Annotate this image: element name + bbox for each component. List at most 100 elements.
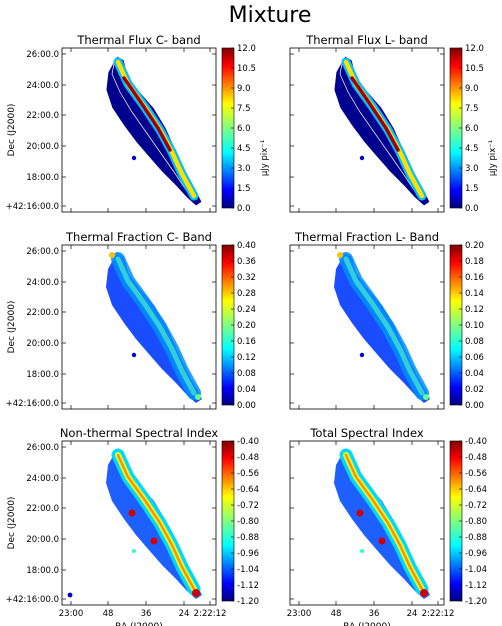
colorbar-tick-label: 0.16 (465, 273, 484, 283)
colorbar-tick-label: 10.5 (237, 64, 256, 74)
colorbar-tick-label: -0.88 (237, 533, 259, 543)
panel-title: Total Spectral Index (309, 426, 423, 440)
panel-title: Thermal Fraction C- Band (65, 230, 212, 244)
colorbar-tick-label: 0.28 (237, 289, 256, 299)
colorbar-tick-label: 9.0 (237, 84, 251, 94)
hii-region (420, 589, 428, 597)
colorbar-tick-label: 0.12 (465, 305, 484, 315)
companion-source (132, 549, 136, 553)
colorbar-tick-label: -1.04 (237, 565, 259, 575)
colorbar-tick-label: 1.5 (237, 184, 251, 194)
colorbar-tick-label: -0.80 (465, 517, 487, 527)
colorbar-tick-label: 0.36 (237, 257, 256, 267)
ra-tick-label: 24 (179, 609, 190, 619)
ra-tick-label: 2:22:12 (422, 609, 455, 619)
colorbar-tick-label: 0.06 (465, 353, 484, 363)
colorbar-tick-label: -0.48 (237, 453, 259, 463)
dec-tick-label: +42:16:00.0 (6, 399, 59, 409)
colorbar-tick-label: 7.5 (237, 104, 251, 114)
colorbar-tick-label: -1.20 (237, 597, 259, 607)
colorbar-tick-label: 0.00 (237, 401, 256, 411)
colorbar-label: μJy pix⁻¹ (260, 140, 270, 176)
colorbar-tick-label: 12.0 (237, 44, 256, 54)
colorbar-tick-label: 4.5 (237, 144, 251, 154)
galaxy-ridge-bright (343, 256, 425, 396)
ra-tick-label: 2:22:12 (194, 609, 227, 619)
colorbar-tick-label: 10.5 (465, 64, 484, 74)
colorbar-tick-label: 0.0 (237, 204, 251, 214)
tip-source (423, 394, 429, 400)
ra-axis-label: RA (J2000) (343, 622, 391, 626)
galaxy-map (334, 252, 430, 403)
dec-tick-label: 26:00.0 (26, 50, 59, 60)
figure-title: Mixture (229, 3, 312, 28)
hii-region (150, 537, 158, 545)
colorbar-tick-label: 0.14 (465, 289, 484, 299)
colorbar-tick-label: 0.00 (465, 401, 484, 411)
colorbar-tick-label: 3.0 (237, 164, 251, 174)
dec-tick-label: 18:00.0 (26, 370, 59, 380)
colorbar-tick-label: 0.16 (237, 337, 256, 347)
dec-tick-label: 22:00.0 (26, 111, 59, 121)
background-source (67, 592, 73, 598)
ra-tick-label: 23:00 (287, 609, 312, 619)
dec-tick-label: +42:16:00.0 (6, 202, 59, 212)
colorbar-tick-label: 0.40 (237, 241, 256, 251)
colorbar-tick-label: -0.64 (465, 485, 487, 495)
panel-title: Thermal Flux C- band (76, 33, 200, 47)
hii-region (378, 537, 386, 545)
dec-tick-label: 18:00.0 (26, 566, 59, 576)
dec-tick-label: 20:00.0 (26, 535, 59, 545)
companion-source (359, 352, 365, 358)
dec-tick-label: 22:00.0 (26, 308, 59, 318)
panels-layer: Thermal Flux C- band 26:00.0 24:00.0 22:00.… (6, 33, 498, 626)
colorbar-tick-label: 0.10 (465, 321, 484, 331)
panel-thermal-fraction-l: Thermal Fraction L- Band 0.20 0.18 0.16 0.14… (289, 230, 484, 411)
galaxy-core (344, 453, 424, 591)
colorbar-tick-label: -0.96 (237, 549, 259, 559)
panel-total-spectral-index: Total Spectral Index 23:00 48 36 24 2:22:12 RA… (287, 426, 487, 626)
ra-tick-label: 48 (103, 609, 114, 619)
colorbar-tick-label: 6.0 (465, 124, 479, 134)
colorbar-tick-label: 0.12 (237, 353, 256, 363)
dec-axis-label: Dec (J2000) (7, 497, 17, 550)
colorbar-tick-label: 0.18 (465, 257, 484, 267)
colorbar-tick-label: 1.5 (465, 184, 479, 194)
dec-tick-label: 20:00.0 (26, 142, 59, 152)
galaxy-map (67, 448, 202, 599)
ra-tick-label: 36 (141, 609, 152, 619)
colorbar-tick-label: 0.20 (465, 241, 484, 251)
colorbar-tick-label: -0.96 (465, 549, 487, 559)
ra-tick-label: 23:00 (59, 609, 84, 619)
dec-tick-label: 18:00.0 (26, 173, 59, 183)
companion-source (360, 549, 364, 553)
colorbar-tick-label: -1.04 (465, 565, 487, 575)
galaxy-map (333, 55, 431, 207)
colorbar-tick-label: -1.12 (465, 581, 487, 591)
colorbar-tick-label: 0.08 (465, 337, 484, 347)
panel-thermal-flux-c: Thermal Flux C- band 26:00.0 24:00.0 22:00.… (6, 33, 270, 214)
colorbar-tick-label: 7.5 (465, 104, 479, 114)
colorbar-tick-label: 0.0 (465, 204, 479, 214)
dec-axis-label: Dec (J2000) (7, 104, 17, 157)
dec-tick-label: 20:00.0 (26, 339, 59, 349)
ra-tick-label: 24 (407, 609, 418, 619)
colorbar-tick-label: 9.0 (465, 84, 479, 94)
ra-tick-label: 48 (331, 609, 342, 619)
panel-thermal-flux-l: Thermal Flux L- band 12.0 10.5 9.0 7.5 6.0 4.5… (289, 33, 498, 214)
panel-title: Thermal Fraction L- Band (294, 230, 439, 244)
colorbar-tick-label: 0.32 (237, 273, 256, 283)
galaxy-ridge-bright (115, 256, 197, 396)
hii-region (192, 589, 200, 597)
colorbar-tick-label: -0.40 (465, 437, 487, 447)
galaxy-core (350, 76, 400, 152)
tip-source (109, 252, 115, 258)
colorbar-tick-label: -0.48 (465, 453, 487, 463)
colorbar-tick-label: 0.20 (237, 321, 256, 331)
galaxy-map (106, 252, 202, 403)
panel-title: Thermal Flux L- band (305, 33, 428, 47)
companion-source (131, 155, 137, 161)
colorbar-tick-label: -1.20 (465, 597, 487, 607)
colorbar-tick-label: -0.72 (465, 501, 487, 511)
dec-tick-label: +42:16:00.0 (6, 595, 59, 605)
